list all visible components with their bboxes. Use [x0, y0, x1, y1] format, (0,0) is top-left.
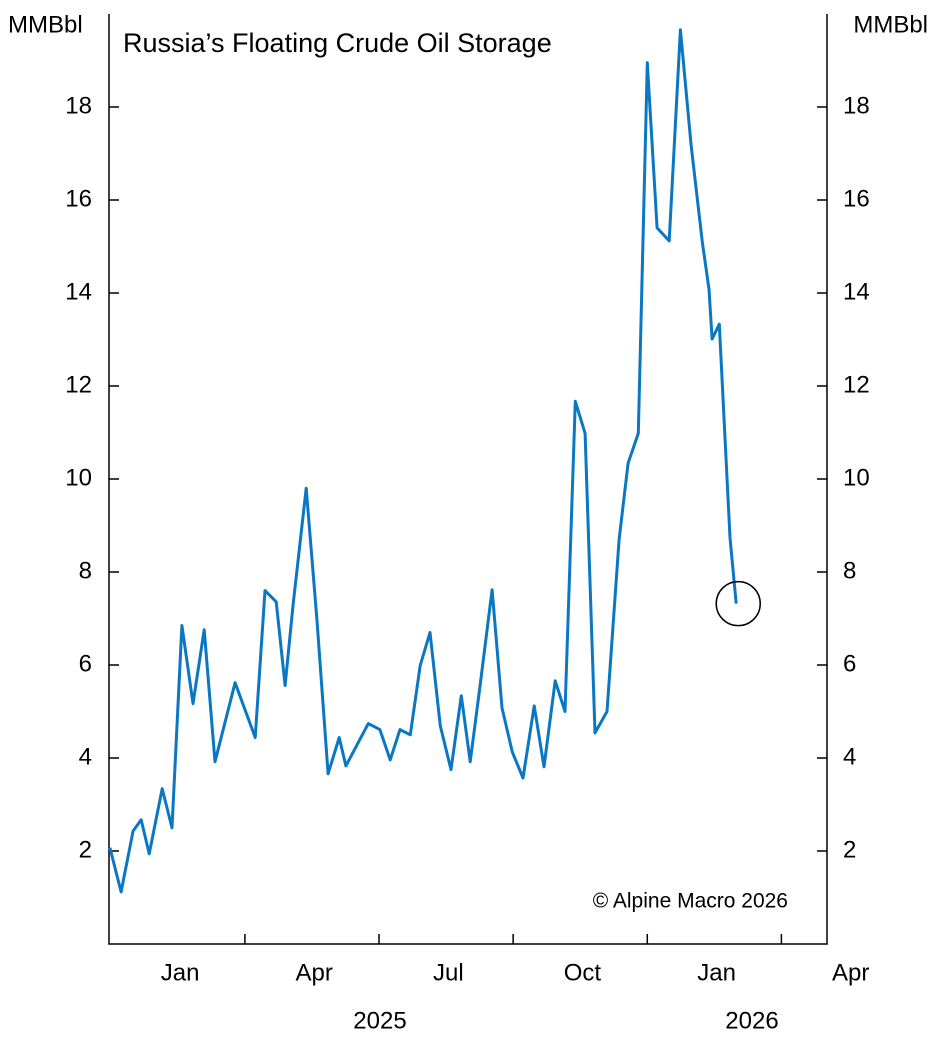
y-tick-label-right: 14 — [843, 278, 870, 305]
y-tick-label: 2 — [79, 836, 92, 863]
y-tick-label-right: 8 — [843, 557, 856, 584]
y-tick-label-right: 10 — [843, 464, 870, 491]
y-tick-label-right: 12 — [843, 371, 870, 398]
y-tick-label: 16 — [65, 185, 92, 212]
y-tick-label-right: 6 — [843, 650, 856, 677]
x-tick-label: Jul — [433, 959, 464, 986]
x-tick-label: Oct — [564, 959, 602, 986]
y-tick-label: 6 — [79, 650, 92, 677]
y-tick-label: 8 — [79, 557, 92, 584]
y-tick-label-right: 2 — [843, 836, 856, 863]
y-axis-unit-left: MMBbl — [8, 11, 83, 38]
y-tick-label: 10 — [65, 464, 92, 491]
y-tick-label-right: 4 — [843, 743, 856, 770]
year-label: 2025 — [353, 1007, 406, 1034]
y-axis-unit-right: MMBbl — [853, 11, 928, 38]
chart-title: Russia’s Floating Crude Oil Storage — [123, 28, 552, 58]
year-label: 2026 — [725, 1007, 778, 1034]
y-tick-label-right: 16 — [843, 185, 870, 212]
y-tick-label-right: 18 — [843, 92, 870, 119]
x-tick-label: Apr — [832, 959, 869, 986]
y-tick-label: 4 — [79, 743, 92, 770]
highlight-circle — [715, 580, 761, 627]
data-line — [108, 28, 738, 894]
x-tick-label: Jan — [161, 959, 200, 986]
y-tick-label: 14 — [65, 278, 92, 305]
x-tick-label: Jan — [697, 959, 736, 986]
y-tick-label: 18 — [65, 92, 92, 119]
source-note: © Alpine Macro 2026 — [593, 890, 788, 913]
x-tick-label: Apr — [296, 959, 333, 986]
y-tick-label: 12 — [65, 371, 92, 398]
plot-frame — [108, 14, 828, 945]
